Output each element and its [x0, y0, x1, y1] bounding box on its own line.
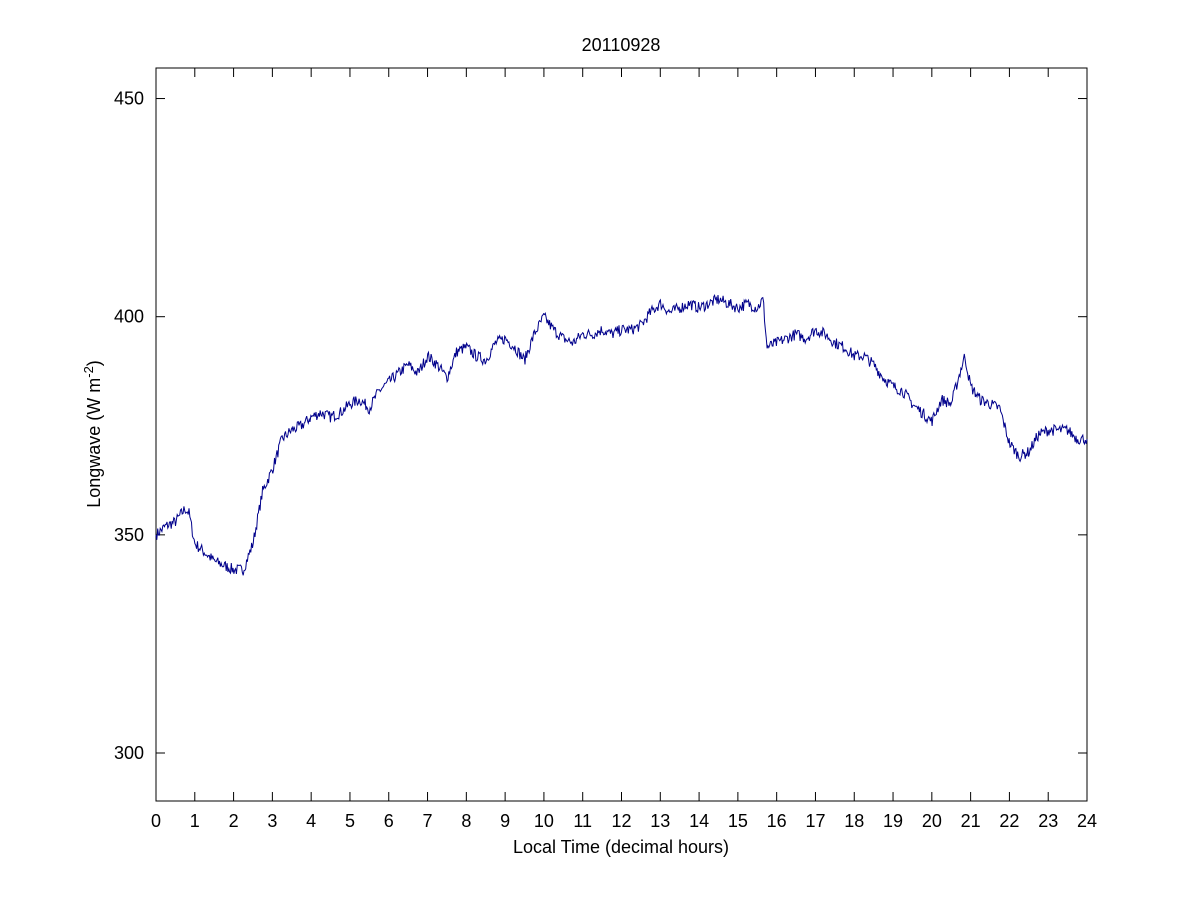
- x-tick-label: 14: [689, 811, 709, 831]
- x-tick-label: 5: [345, 811, 355, 831]
- x-tick-label: 6: [384, 811, 394, 831]
- x-tick-label: 3: [267, 811, 277, 831]
- x-tick-label: 20: [922, 811, 942, 831]
- x-tick-label: 15: [728, 811, 748, 831]
- y-tick-label: 350: [114, 525, 144, 545]
- x-tick-label: 4: [306, 811, 316, 831]
- y-tick-label: 450: [114, 89, 144, 109]
- x-tick-label: 2: [229, 811, 239, 831]
- y-tick-labels: 300 350 400 450: [114, 89, 144, 763]
- x-tick-label: 0: [151, 811, 161, 831]
- y-axis-label-superscript: -2: [81, 366, 96, 378]
- x-tick-label: 19: [883, 811, 903, 831]
- x-tick-label: 9: [500, 811, 510, 831]
- x-tick-label: 1: [190, 811, 200, 831]
- axis-ticks: [155, 68, 1088, 801]
- x-axis-label: Local Time (decimal hours): [513, 837, 729, 857]
- x-tick-labels: 0 1 2 3 4 5 6 7 8 9 10 11 12 13 14 15 16 17 18 19 20 21 22 23 24: [151, 811, 1097, 831]
- y-axis-label-main: Longwave (W m: [84, 378, 104, 508]
- x-tick-label: 10: [534, 811, 554, 831]
- y-axis-label: Longwave (W m-2): [81, 360, 104, 508]
- chart-title: 20110928: [582, 35, 661, 55]
- x-tick-label: 23: [1038, 811, 1058, 831]
- x-tick-label: 16: [767, 811, 787, 831]
- y-tick-label: 400: [114, 307, 144, 327]
- plot-area: [155, 67, 1088, 802]
- x-tick-label: 11: [573, 811, 592, 831]
- x-tick-label: 12: [611, 811, 631, 831]
- x-tick-label: 24: [1077, 811, 1097, 831]
- x-tick-label: 22: [999, 811, 1019, 831]
- x-tick-label: 8: [461, 811, 471, 831]
- x-tick-label: 18: [844, 811, 864, 831]
- y-axis-label-close: ): [84, 360, 104, 366]
- x-tick-label: 13: [650, 811, 670, 831]
- x-tick-label: 7: [423, 811, 433, 831]
- longwave-series-line: [155, 294, 1088, 576]
- x-tick-label: 17: [805, 811, 825, 831]
- x-tick-label: 21: [961, 811, 981, 831]
- y-tick-label: 300: [114, 743, 144, 763]
